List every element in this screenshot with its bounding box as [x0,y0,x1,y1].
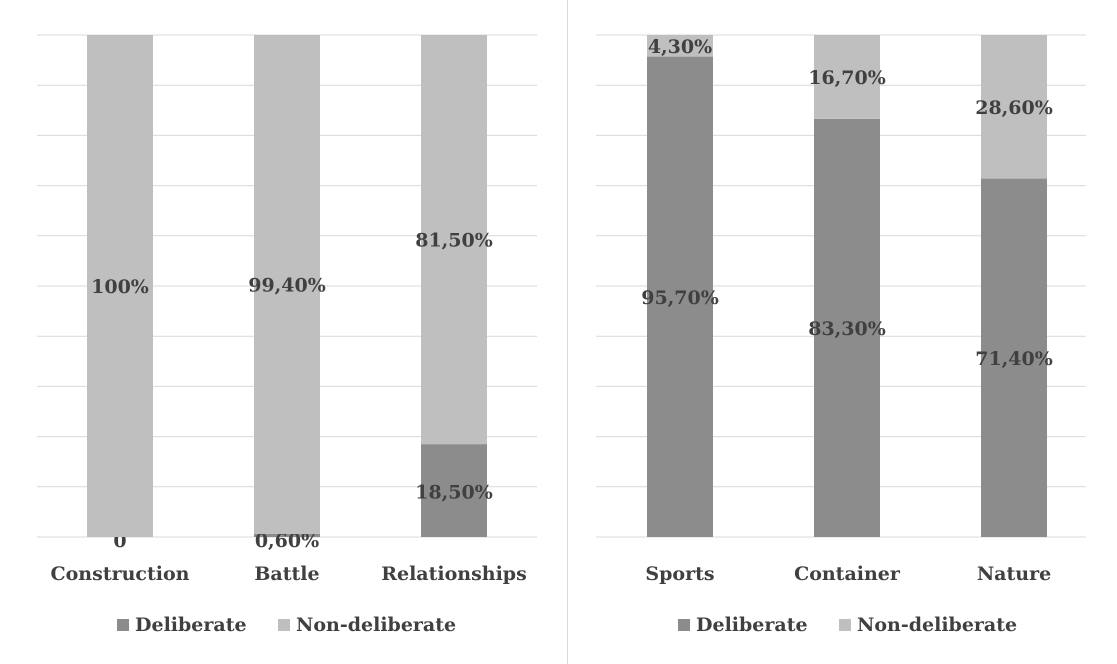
data-label: 81,50% [415,230,493,252]
data-label: 71,40% [975,348,1053,370]
data-label: 100% [91,276,149,298]
bar-deliberate-container [814,118,880,538]
x-tick-label: Relationships [381,563,527,585]
x-tick-label: Construction [51,563,190,585]
bar-deliberate-sports [647,56,713,537]
bar-non-deliberate-construction [87,35,153,537]
x-tick-label: Nature [977,563,1051,585]
x-tick-label: Container [794,563,901,585]
bar-non-deliberate-container [814,35,880,119]
bar-non-deliberate-battle [254,35,320,534]
bar-deliberate-relationships [421,444,487,537]
data-label: 83,30% [808,318,886,340]
data-label: 16,70% [808,67,886,89]
legend-label-deliberate: Deliberate [696,614,808,636]
panel-divider [567,0,568,664]
chart-panel-left: 0 100% Construction 0,60% 99,40% Battle 18,50%… [37,34,537,636]
bar-deliberate-battle [254,533,320,537]
x-tick-label: Battle [254,563,319,585]
data-label: 28,60% [975,97,1053,119]
legend-swatch-deliberate [117,619,129,631]
chart-right-svg: 95,70% 4,30% Sports 83,30% 16,70% Container 71… [596,34,1086,636]
legend-label-non-deliberate: Non-deliberate [296,614,456,636]
bar-non-deliberate-relationships [421,35,487,445]
data-label: 99,40% [248,274,326,296]
legend-swatch-deliberate [678,619,690,631]
legend-label-deliberate: Deliberate [135,614,247,636]
x-tick-label: Sports [645,563,714,585]
data-label: 18,50% [415,482,493,504]
bar-non-deliberate-nature [981,35,1047,179]
bar-deliberate-nature [981,178,1047,537]
data-label: 0,60% [255,530,319,552]
data-label: 95,70% [641,287,719,309]
legend-label-non-deliberate: Non-deliberate [857,614,1017,636]
legend-swatch-non-deliberate [839,619,851,631]
data-label: 4,30% [648,36,712,58]
chart-left-svg: 0100%Construction0,60%99,40%Battle18,50%… [37,34,537,636]
chart-panel-right: 95,70% 4,30% Sports 83,30% 16,70% Container 71… [568,0,1117,664]
bar-non-deliberate-sports [647,35,713,57]
legend-swatch-non-deliberate [278,619,290,631]
